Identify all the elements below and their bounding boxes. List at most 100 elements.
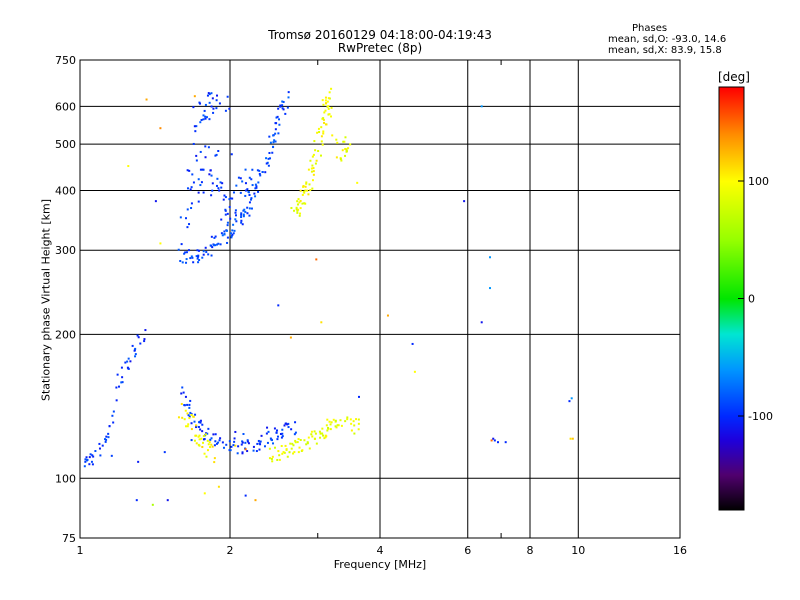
data-point: [284, 422, 287, 425]
data-point: [344, 147, 347, 150]
data-point: [199, 184, 202, 187]
colorbar-band: [719, 231, 744, 233]
colorbar-band: [719, 343, 744, 345]
colorbar-band: [719, 472, 744, 474]
data-point: [159, 242, 162, 245]
colorbar-band: [719, 239, 744, 241]
data-point: [213, 457, 216, 460]
data-point: [210, 105, 213, 108]
colorbar-band: [719, 308, 744, 310]
data-point: [311, 155, 314, 158]
colorbar-band: [719, 482, 744, 484]
data-point: [273, 446, 276, 449]
colorbar-band: [719, 328, 744, 330]
colorbar-band: [719, 298, 744, 300]
data-point: [187, 423, 190, 426]
colorbar-band: [719, 380, 744, 382]
data-point: [264, 171, 267, 174]
colorbar-band: [719, 430, 744, 432]
data-point: [224, 196, 227, 199]
data-point: [195, 125, 198, 128]
colorbar-band: [719, 460, 744, 462]
data-point: [298, 446, 301, 449]
data-point: [287, 426, 290, 429]
colorbar-band: [719, 455, 744, 457]
data-point: [569, 437, 572, 440]
data-point: [126, 360, 129, 363]
data-point: [326, 100, 329, 103]
colorbar-band: [719, 100, 744, 102]
colorbar-band: [719, 248, 744, 250]
data-point: [217, 242, 220, 245]
colorbar-band: [719, 235, 744, 237]
data-point: [282, 451, 285, 454]
data-point: [293, 209, 296, 212]
data-point: [314, 162, 317, 165]
colorbar-band: [719, 440, 744, 442]
data-point: [198, 249, 201, 252]
x-tick-label: 2: [227, 544, 234, 557]
data-point: [232, 223, 235, 226]
colorbar-band: [719, 466, 744, 468]
data-point: [258, 442, 261, 445]
colorbar-band: [719, 177, 744, 179]
data-point: [242, 209, 245, 212]
data-point: [267, 430, 270, 433]
data-point: [177, 248, 180, 251]
data-point: [317, 150, 320, 153]
data-point: [241, 452, 244, 455]
colorbar-band: [719, 434, 744, 436]
data-point: [186, 226, 189, 229]
data-point: [224, 209, 227, 212]
data-point: [185, 258, 188, 261]
colorbar-band: [719, 87, 744, 89]
colorbar-band: [719, 138, 744, 140]
data-point: [281, 452, 284, 455]
data-point: [280, 444, 283, 447]
colorbar-band: [719, 374, 744, 376]
data-point: [136, 334, 139, 337]
colorbar-band: [719, 127, 744, 129]
data-point: [213, 244, 216, 247]
data-point: [321, 432, 324, 435]
data-point: [205, 250, 208, 253]
colorbar-band: [719, 362, 744, 364]
data-point: [275, 122, 278, 125]
colorbar-band: [719, 164, 744, 166]
data-point: [229, 217, 232, 220]
data-point: [296, 200, 299, 203]
data-point: [159, 127, 162, 130]
data-point: [315, 442, 318, 445]
data-point: [274, 140, 277, 143]
data-point: [324, 96, 327, 99]
data-point: [94, 450, 97, 453]
colorbar-band: [719, 269, 744, 271]
data-point: [131, 344, 134, 347]
data-point: [107, 432, 110, 435]
data-point: [268, 447, 271, 450]
data-point: [286, 455, 289, 458]
colorbar-band: [719, 217, 744, 219]
data-point: [199, 121, 202, 124]
data-point: [226, 95, 229, 98]
data-point: [258, 448, 261, 451]
data-point: [308, 183, 311, 186]
data-point: [335, 138, 338, 141]
data-point: [197, 178, 200, 181]
data-point: [143, 340, 146, 343]
colorbar-band: [719, 406, 744, 408]
data-point: [182, 391, 185, 394]
data-point: [270, 457, 273, 460]
colorbar-band: [719, 307, 744, 309]
data-point: [145, 98, 148, 101]
data-point: [322, 103, 325, 106]
data-point: [327, 107, 330, 110]
data-point: [111, 414, 114, 417]
data-point: [229, 449, 232, 452]
data-point: [201, 445, 204, 448]
colorbar-band: [719, 95, 744, 97]
data-point: [251, 184, 254, 187]
colorbar-band: [719, 459, 744, 461]
colorbar-band: [719, 393, 744, 395]
data-point: [90, 460, 93, 463]
